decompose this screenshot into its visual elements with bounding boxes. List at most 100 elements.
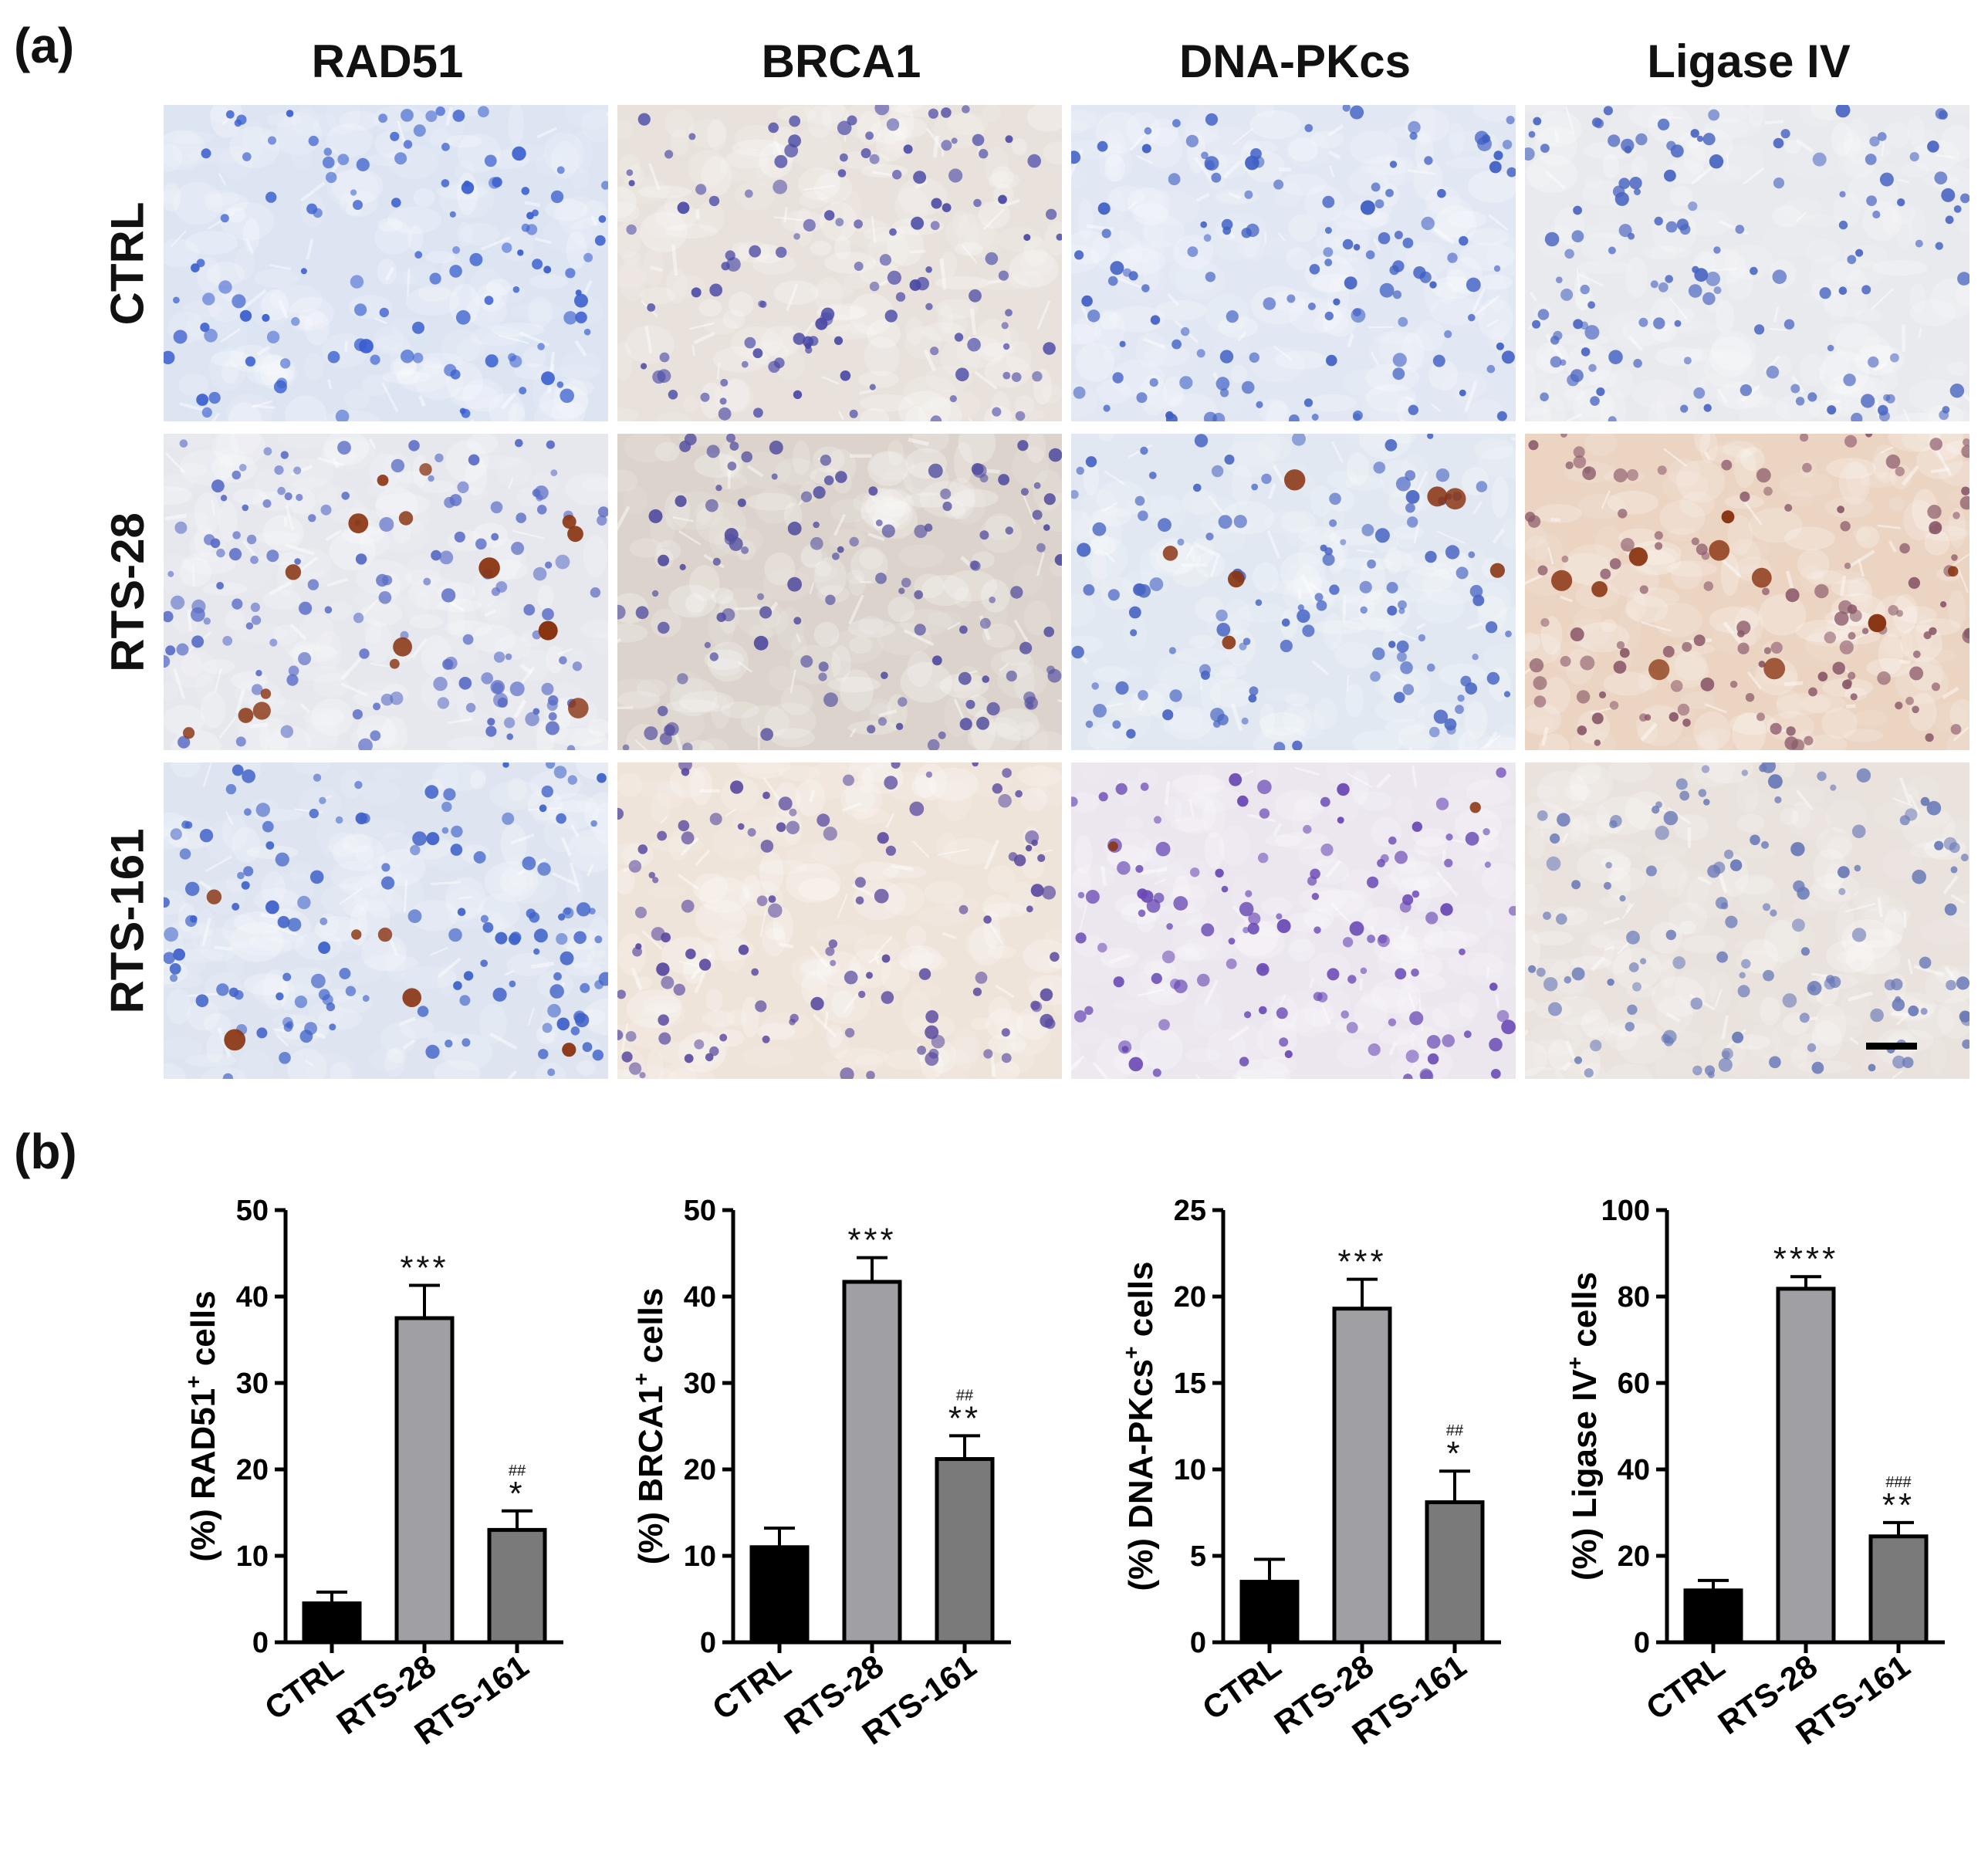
nucleus xyxy=(818,661,829,672)
sinusoid-streak xyxy=(968,670,978,675)
tissue-texture xyxy=(688,118,728,148)
tissue-texture xyxy=(1128,664,1144,679)
nucleus xyxy=(391,198,401,208)
nucleus xyxy=(1185,134,1199,147)
nucleus xyxy=(1056,233,1062,241)
sinusoid-streak xyxy=(1195,1074,1202,1079)
nucleus xyxy=(1861,627,1869,634)
nucleus xyxy=(1071,645,1084,659)
positive-nucleus xyxy=(1228,570,1245,588)
sinusoid-streak xyxy=(1409,747,1413,750)
tissue-texture xyxy=(1648,401,1667,421)
tissue-texture xyxy=(1699,434,1718,464)
sinusoid-streak xyxy=(519,331,550,347)
sinusoid-streak xyxy=(1721,1015,1729,1040)
nucleus xyxy=(1939,410,1949,421)
sinusoid-streak xyxy=(437,957,462,979)
tissue-texture xyxy=(800,547,828,568)
nucleus xyxy=(1840,521,1851,532)
nucleus xyxy=(1237,795,1249,807)
nucleus xyxy=(452,246,461,254)
tissue-texture xyxy=(554,196,604,230)
tissue-texture xyxy=(164,182,181,212)
nucleus xyxy=(979,474,989,483)
nucleus xyxy=(480,915,489,923)
tissue-texture xyxy=(742,762,786,774)
nucleus xyxy=(463,971,474,981)
tissue-texture xyxy=(1607,867,1631,901)
sinusoid-streak xyxy=(1041,849,1053,854)
tissue-texture xyxy=(1585,222,1631,240)
nucleus xyxy=(684,1053,694,1063)
micrograph-svg xyxy=(1525,762,1969,1079)
tissue-texture xyxy=(396,360,449,393)
tissue-texture xyxy=(409,899,458,932)
nucleus xyxy=(1149,378,1158,387)
nucleus xyxy=(465,702,476,713)
bar xyxy=(842,1280,902,1645)
nucleus xyxy=(927,739,940,750)
nucleus xyxy=(277,915,290,928)
tissue-texture xyxy=(1631,379,1682,408)
nucleus xyxy=(441,827,449,834)
sinusoid-streak xyxy=(1550,517,1560,522)
sinusoid-streak xyxy=(1898,776,1912,805)
nucleus xyxy=(1026,905,1033,913)
nucleus xyxy=(1395,476,1411,492)
tissue-texture xyxy=(1655,386,1699,421)
nucleus xyxy=(220,495,228,502)
nucleus xyxy=(1564,975,1572,984)
nucleus xyxy=(298,652,312,665)
nucleus xyxy=(379,307,389,318)
tissue-texture xyxy=(253,888,299,912)
tissue-texture xyxy=(827,676,881,693)
nucleus xyxy=(837,120,852,136)
nucleus xyxy=(828,939,838,948)
nucleus xyxy=(1317,992,1328,1003)
nucleus xyxy=(423,577,431,586)
nucleus xyxy=(274,465,284,475)
tissue-texture xyxy=(342,833,372,854)
tissue-texture xyxy=(177,942,207,977)
tissue-texture xyxy=(643,995,684,1014)
nucleus xyxy=(1496,411,1507,421)
tissue-texture xyxy=(506,952,550,977)
nucleus xyxy=(1472,654,1479,661)
nucleus xyxy=(970,560,981,571)
nucleus xyxy=(1885,454,1901,469)
nucleus xyxy=(1211,465,1224,478)
tissue-texture xyxy=(813,621,840,647)
nucleus xyxy=(800,655,813,668)
tissue-texture xyxy=(570,167,590,191)
sinusoid-streak xyxy=(1796,789,1814,811)
nucleus xyxy=(1704,1065,1716,1076)
tissue-texture xyxy=(827,313,852,332)
nucleus xyxy=(1010,586,1023,599)
sinusoid-streak xyxy=(524,201,540,207)
tissue-texture xyxy=(422,357,442,377)
nucleus xyxy=(512,146,526,161)
sinusoid-streak xyxy=(1704,702,1727,714)
nucleus xyxy=(1076,466,1084,475)
tissue-texture xyxy=(953,1036,979,1064)
nucleus xyxy=(793,390,803,400)
nucleus xyxy=(296,493,303,502)
tissue-texture xyxy=(1780,808,1799,826)
tissue-texture xyxy=(581,477,608,492)
nucleus xyxy=(1015,789,1023,798)
nucleus xyxy=(1031,839,1038,847)
tissue-texture xyxy=(1468,398,1505,421)
tissue-texture xyxy=(1525,536,1550,561)
tissue-texture xyxy=(622,251,641,265)
tissue-texture xyxy=(537,585,554,610)
tissue-texture xyxy=(456,338,485,361)
tissue-texture xyxy=(549,728,606,747)
tissue-texture xyxy=(854,808,891,825)
tissue-texture xyxy=(296,570,330,587)
nucleus xyxy=(626,169,634,176)
tissue-texture xyxy=(1071,510,1095,542)
positive-nucleus xyxy=(285,564,302,580)
nucleus xyxy=(407,909,422,924)
sinusoid-streak xyxy=(1209,553,1221,577)
tissue-texture xyxy=(867,698,891,715)
